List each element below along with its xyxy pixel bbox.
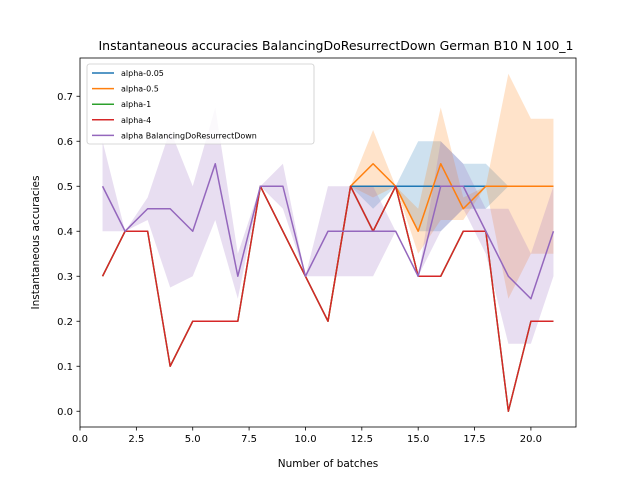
y-tick-label: 0.3 bbox=[57, 272, 73, 283]
legend: alpha-0.05 alpha-0.5 alpha-1 alpha-4 alpha B… bbox=[86, 63, 315, 145]
x-tick-label: 12.5 bbox=[351, 434, 373, 445]
x-axis-ticks: 0.0 2.5 5.0 7.5 10.0 12.5 15.0 17.5 20.0 bbox=[72, 427, 542, 445]
y-tick-label: 0.1 bbox=[57, 362, 73, 373]
x-tick-label: 17.5 bbox=[463, 434, 485, 445]
y-tick-label: 0.7 bbox=[57, 92, 73, 103]
y-tick-label: 0.6 bbox=[57, 137, 73, 148]
x-tick-label: 15.0 bbox=[407, 434, 429, 445]
line-series-1 bbox=[327, 163, 554, 322]
y-tick-label: 0.5 bbox=[57, 182, 73, 193]
x-tick-label: 5.0 bbox=[185, 434, 201, 445]
legend-label-3: alpha-4 bbox=[121, 116, 151, 125]
legend-box bbox=[86, 63, 315, 145]
y-axis-label: Instantaneous accuracies bbox=[30, 176, 42, 310]
x-tick-label: 0.0 bbox=[72, 434, 88, 445]
legend-label-4: alpha BalancingDoResurrectDown bbox=[121, 131, 257, 140]
series-lines bbox=[101, 163, 555, 412]
x-tick-label: 7.5 bbox=[241, 434, 257, 445]
line-series-3 bbox=[101, 185, 554, 412]
x-tick-label: 2.5 bbox=[128, 434, 144, 445]
y-axis-ticks: 0.0 0.1 0.2 0.3 0.4 0.5 0.6 0.7 bbox=[57, 92, 80, 418]
y-tick-label: 0.4 bbox=[57, 227, 73, 238]
y-tick-label: 0.0 bbox=[57, 407, 73, 418]
plot-frame bbox=[79, 57, 577, 428]
legend-label-1: alpha-0.5 bbox=[121, 85, 159, 94]
legend-label-0: alpha-0.05 bbox=[121, 69, 164, 78]
chart-title: Instantaneous accuracies BalancingDoResu… bbox=[98, 38, 573, 53]
line-series-4 bbox=[101, 163, 555, 300]
y-tick-label: 0.2 bbox=[57, 317, 73, 328]
x-tick-label: 20.0 bbox=[520, 434, 542, 445]
x-tick-label: 10.0 bbox=[294, 434, 316, 445]
x-axis-label: Number of batches bbox=[278, 458, 379, 470]
band-series-1 bbox=[328, 73, 554, 322]
legend-label-2: alpha-1 bbox=[121, 100, 151, 109]
